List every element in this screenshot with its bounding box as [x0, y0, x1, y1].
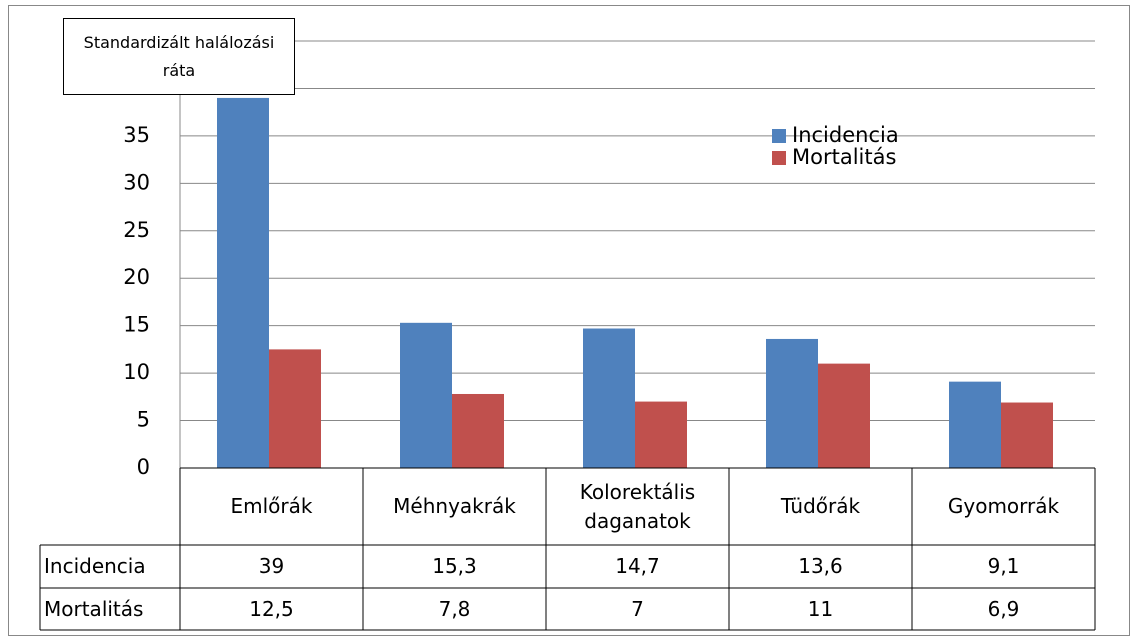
table-value: 7,8 — [438, 596, 471, 621]
bar — [949, 381, 1001, 468]
x-tick-label: Kolorektális daganatok — [579, 479, 696, 533]
y-tick-label: 15 — [123, 313, 150, 337]
x-tick-label: Méhnyakrák — [393, 494, 516, 518]
bar — [766, 338, 818, 468]
legend-swatch — [772, 129, 786, 143]
legend-label: Incidencia — [792, 123, 899, 147]
table-value: 6,9 — [987, 596, 1020, 621]
y-tick-label: 30 — [123, 170, 150, 194]
bar — [1001, 402, 1053, 468]
bar — [818, 363, 870, 468]
bar — [452, 393, 504, 468]
table-value: 14,7 — [615, 554, 660, 578]
bar — [269, 349, 321, 468]
y-tick-label: 35 — [123, 123, 150, 147]
bar — [400, 322, 452, 468]
bar — [583, 328, 635, 468]
chart-title: Standardizált halálozási ráta — [63, 18, 295, 95]
y-tick-label: 0 — [137, 455, 150, 479]
table-value: 15,3 — [432, 554, 477, 578]
bar — [635, 401, 687, 468]
table-value: 9,1 — [987, 554, 1020, 578]
table-value: 39 — [258, 554, 285, 578]
bar — [217, 97, 269, 468]
y-tick-label: 25 — [123, 218, 150, 242]
y-tick-label: 10 — [123, 360, 150, 384]
x-tick-label: Gyomorrák — [947, 494, 1060, 518]
legend-label: Mortalitás — [792, 145, 896, 169]
chart-border — [8, 5, 1130, 636]
table-value: 12,5 — [249, 596, 294, 621]
legend-swatch — [772, 151, 786, 165]
table-value: 7 — [631, 596, 644, 621]
y-tick-label: 20 — [123, 265, 150, 289]
x-tick-label: Tüdőrák — [780, 494, 861, 518]
table-value: 13,6 — [798, 554, 843, 578]
x-tick-label: Emlőrák — [230, 494, 313, 518]
table-value: 11 — [807, 596, 834, 621]
table-row-label: Incidencia — [44, 554, 146, 578]
y-tick-label: 5 — [137, 408, 150, 432]
table-row-label: Mortalitás — [44, 596, 144, 621]
